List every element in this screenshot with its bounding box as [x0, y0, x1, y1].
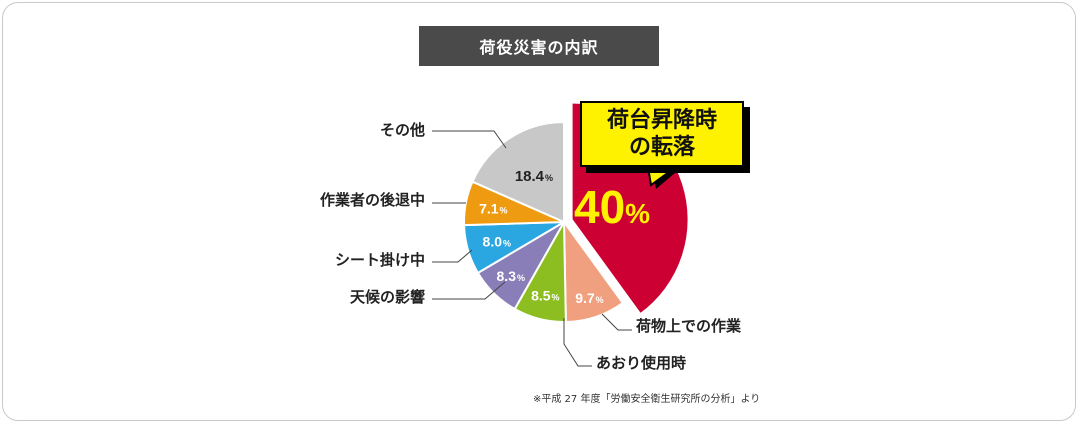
slice-value-label: 8.3% [497, 268, 525, 284]
callout-line-2: の転落 [628, 135, 695, 160]
slice-value-label: 7.1% [479, 200, 507, 216]
slice-category-label: 作業者の後退中 [320, 191, 425, 209]
leader-line [601, 313, 632, 331]
slice-value-label: 18.4% [515, 168, 553, 185]
highlight-percent-unit: % [625, 198, 651, 229]
leader-line [432, 249, 473, 263]
chart-title: 荷役災害の内訳 [419, 26, 659, 66]
callout-box: 荷台昇降時 の転落 [580, 101, 744, 167]
callout-line-1: 荷台昇降時 [606, 108, 717, 133]
slice-category-label: 荷物上での作業 [636, 317, 742, 335]
slice-category-label: シート掛け中 [335, 251, 425, 269]
slice-category-label: あおり使用時 [596, 354, 686, 372]
slice-value-label: 9.7% [575, 290, 603, 306]
source-note: ※平成 27 年度「労働安全衛生研究所の分析」より [533, 394, 761, 405]
slice-category-label: その他 [380, 121, 425, 139]
highlight-percent-value: 40 [574, 181, 626, 233]
leader-line [432, 130, 507, 149]
leader-line [432, 281, 506, 300]
highlight-callout: 荷台昇降時 の転落 [580, 101, 750, 189]
pie-slice [471, 120, 565, 224]
slice-category-label: 天候の影響 [350, 288, 425, 306]
leader-line [563, 318, 592, 367]
highlight-percent: 40% [574, 180, 650, 234]
slice-value-label: 8.0% [483, 234, 511, 250]
slice-value-label: 8.5% [531, 288, 559, 304]
